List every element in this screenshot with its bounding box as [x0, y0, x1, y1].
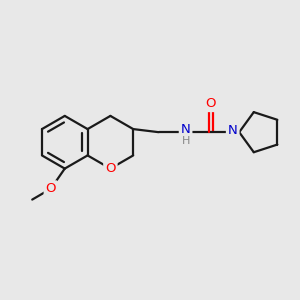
- Text: N: N: [228, 124, 238, 136]
- Text: O: O: [206, 97, 216, 110]
- Text: O: O: [105, 162, 116, 175]
- Text: H: H: [182, 136, 190, 146]
- Text: N: N: [181, 123, 190, 136]
- Text: O: O: [46, 182, 56, 195]
